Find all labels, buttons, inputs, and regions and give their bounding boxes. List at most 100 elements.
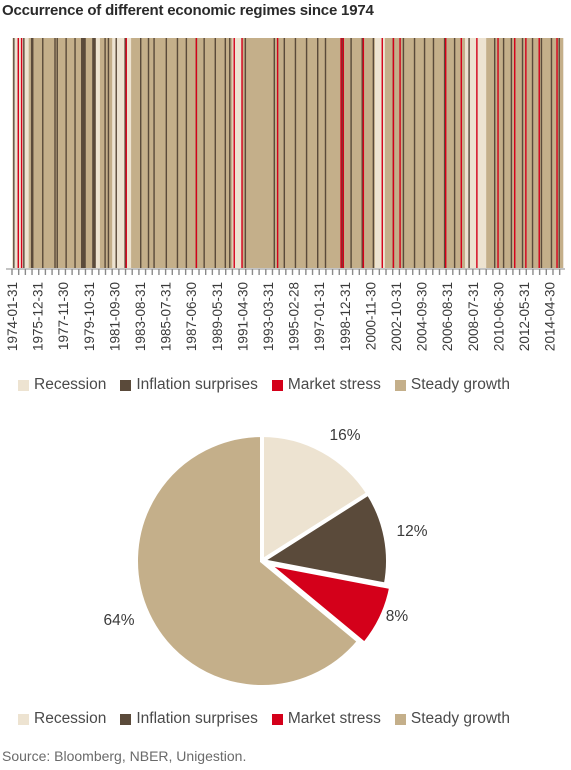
inflation-surprise-bar [94,38,96,268]
inflation-surprise-bar [83,38,85,268]
x-tick-label: 1981-09-30 [107,282,122,351]
market-stress-bar [399,38,401,268]
inflation-surprise-bar [42,38,44,268]
inflation-surprise-bar [214,38,217,268]
source-note: Source: Bloomberg, NBER, Unigestion. [2,748,247,764]
pie-legend-swatch-recession [18,713,29,725]
pie-slice-recession [260,432,372,565]
inflation-surprise-bar [153,38,155,268]
inflation-surprise-bar [84,38,86,268]
market-stress-bar [525,38,527,268]
inflation-surprise-bar [273,38,275,268]
market-stress-bar [276,38,279,268]
regime-strip-chart: 1974-01-31 1975-12-31 1977-11-30 1979-10-31… [5,38,565,351]
legend-label-inflation-surprises: Inflation surprises [136,376,258,393]
x-tick-label: 2000-11-30 [363,282,378,350]
market-stress-bar [195,38,198,268]
inflation-surprise-bar [229,38,231,268]
inflation-surprise-bar [74,38,76,268]
legend-swatch-inflation-surprises [120,379,132,391]
inflation-surprise-bar [402,38,405,268]
regime-band [486,38,564,268]
x-tick-label: 2010-06-30 [491,282,506,351]
x-tick-label: 1989-05-31 [210,282,225,351]
pie-slice-market-stress [266,561,394,647]
inflation-surprise-bar [30,38,33,268]
inflation-surprise-bar [82,38,84,268]
inflation-surprise-bar [432,38,435,268]
inflation-surprise-bar [423,38,426,268]
x-tick-label: 2008-07-31 [466,282,481,351]
inflation-surprise-bar [558,38,560,268]
inflation-surprise-bar [550,38,553,268]
pie-data-label: 64% [103,612,134,629]
inflation-surprise-bar [176,38,179,268]
inflation-surprise-bar [104,38,106,268]
inflation-surprise-bar [244,38,247,268]
chart-title: Occurrence of different economic regimes… [2,2,374,19]
x-tick-label: 1974-01-31 [5,282,20,351]
market-stress-bar [362,38,365,268]
inflation-surprise-bar [140,38,142,268]
x-tick-label: 2012-05-31 [517,282,532,351]
regime-band [232,38,243,268]
inflation-surprise-bar [361,38,363,268]
legend-item-steady-growth: Steady growth [394,376,510,394]
inflation-surprise-bar [203,38,205,268]
x-tick-label: 1998-12-31 [338,282,353,351]
inflation-surprise-bar [224,38,227,268]
market-stress-bar [497,38,499,268]
market-stress-bar [340,38,342,268]
x-tick-label: 2004-09-30 [415,282,430,351]
x-tick-label: 1979-10-31 [82,282,97,351]
regime-band [242,38,376,268]
legend-swatch-market-stress [271,379,283,391]
x-tick-label: 1975-12-31 [31,282,46,351]
inflation-surprise-bar [107,38,110,268]
pie-legend-swatch-steady-growth [394,713,406,725]
inflation-surprise-bar [324,38,327,268]
x-tick-label: 1997-01-31 [312,282,327,351]
legend-label-steady-growth: Steady growth [410,376,510,393]
strip-legend: Recession Inflation surprises Market str… [18,376,524,394]
x-tick-label: 2002-10-31 [389,282,404,351]
inflation-surprise-bar [23,38,25,268]
pie-slice-steady-growth [134,432,362,689]
regime-band [12,38,29,268]
regime-band [131,38,233,268]
market-stress-bar [233,38,235,268]
market-stress-bar [342,38,345,268]
x-tick-label: 1977-11-30 [56,282,71,350]
inflation-surprise-bar [316,38,319,268]
inflation-surprise-bar [93,38,95,268]
inflation-surprise-bar [65,38,67,268]
market-stress-bar [17,38,19,268]
x-tick-label: 2006-08-31 [440,282,455,351]
market-stress-bar [20,38,23,268]
pie-legend-item-inflation-surprises: Inflation surprises [120,710,258,728]
inflation-surprise-bar [502,38,505,268]
pie-legend-item-steady-growth: Steady growth [394,710,510,728]
pie-data-label: 8% [386,608,409,625]
x-tick-label: 1985-07-31 [159,282,174,351]
legend-item-inflation-surprises: Inflation surprises [120,376,258,394]
regime-band [92,38,101,268]
inflation-surprise-bar [92,38,94,268]
x-tick-label: 1993-03-31 [261,282,276,351]
inflation-surprise-bar [521,38,524,268]
pie-legend-label-steady-growth: Steady growth [410,710,510,727]
pie-legend-item-market-stress: Market stress [271,710,381,728]
inflation-surprise-bar [531,38,534,268]
inflation-surprise-bar [453,38,456,268]
inflation-surprise-bar [341,38,343,268]
legend-item-recession: Recession [18,376,106,394]
market-stress-bar [556,38,558,268]
inflation-surprise-bar [124,38,126,268]
pie-legend-swatch-inflation-surprises [120,713,132,725]
market-stress-bar [514,38,516,268]
inflation-surprise-bar [510,38,513,268]
market-stress-bar [241,38,243,268]
market-stress-bar [445,38,447,268]
regime-band [374,38,386,268]
market-stress-bar [125,38,127,268]
